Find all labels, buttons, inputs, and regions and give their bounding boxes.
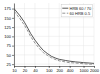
legend: HRB 60 / 7060 HRB 0.5 [61, 5, 92, 17]
y-tick: 25 [7, 62, 14, 67]
x-tick: 10 [12, 66, 17, 73]
y-tick: 50 [7, 53, 14, 58]
x-tick-label: 10 [12, 68, 17, 73]
y-tick-label: 100 [4, 34, 11, 39]
y-tick-label: 175 [4, 6, 11, 11]
x-tick-label: 20 [23, 68, 28, 73]
x-grid-line [59, 3, 60, 66]
y-tick-mark [12, 36, 14, 37]
y-tick-mark [12, 27, 14, 28]
y-grid-line [14, 17, 94, 18]
y-grid-line [14, 54, 94, 55]
x-tick-label: 1000 [80, 68, 90, 73]
y-tick-label: 75 [7, 43, 12, 48]
y-tick: 150 [4, 16, 14, 21]
y-tick-mark [12, 55, 14, 56]
y-tick-mark [12, 18, 14, 19]
y-axis: 25 50 75 100 125 150 175 [4, 4, 14, 67]
y-grid-line [14, 36, 94, 37]
y-tick-label: 25 [7, 62, 12, 67]
x-grid-line [24, 3, 25, 66]
x-tick: 200 [56, 66, 63, 73]
y-tick-label: 150 [4, 16, 11, 21]
x-tick: 100 [46, 66, 53, 73]
x-tick-label: 200 [56, 68, 63, 73]
legend-label: 60 HRB 0.5 [70, 11, 91, 16]
x-tick-label: 400 [67, 68, 74, 73]
y-tick-label: 50 [7, 53, 12, 58]
x-tick-label: 2000 [90, 68, 100, 73]
x-grid-line [34, 3, 35, 66]
x-grid-line [94, 3, 95, 66]
x-axis: 10 20 40 100200 400 10002000 [12, 66, 99, 73]
x-tick: 400 [67, 66, 74, 73]
x-tick: 40 [33, 66, 38, 73]
x-tick: 2000 [90, 66, 100, 73]
x-grid-line [14, 3, 15, 66]
y-tick: 75 [7, 43, 14, 48]
y-tick-mark [12, 46, 14, 47]
x-grid-line [48, 3, 49, 66]
x-tick: 20 [23, 66, 28, 73]
legend-swatch [62, 8, 68, 9]
x-tick: 1000 [80, 66, 90, 73]
grid [14, 3, 94, 66]
y-tick: 125 [4, 25, 14, 30]
y-tick-label: 125 [4, 25, 11, 30]
y-tick-mark [12, 64, 14, 65]
x-tick-label: 100 [46, 68, 53, 73]
legend-box [61, 5, 92, 17]
y-tick: 175 [4, 6, 14, 11]
y-grid-line [14, 45, 94, 46]
x-tick-label: 40 [33, 68, 38, 73]
legend-swatch [62, 13, 68, 14]
chart: 1020401002004001000200025507510012515017… [0, 0, 100, 74]
y-tick: 100 [4, 34, 14, 39]
series-line [14, 11, 94, 64]
y-tick-mark [12, 9, 14, 10]
